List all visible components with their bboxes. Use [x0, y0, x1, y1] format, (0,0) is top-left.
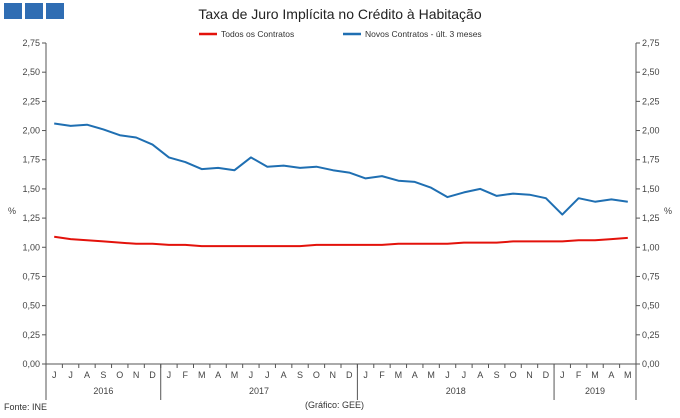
- y-tick-label-right: 0,50: [642, 301, 660, 311]
- chart-credit: (Gráfico: GEE): [305, 400, 365, 410]
- month-label: M: [395, 370, 403, 380]
- logo-block: [4, 3, 22, 19]
- month-label: O: [313, 370, 320, 380]
- y-tick-label-right: 2,75: [642, 38, 660, 48]
- month-label: F: [379, 370, 385, 380]
- y-tick-label-right: 1,00: [642, 242, 660, 252]
- month-label: O: [116, 370, 123, 380]
- month-label: J: [52, 370, 57, 380]
- month-label: N: [330, 370, 337, 380]
- chart-title: Taxa de Juro Implícita no Crédito à Habi…: [198, 6, 482, 22]
- y-tick-label-right: 0,25: [642, 330, 660, 340]
- y-tick-label-right: 2,50: [642, 67, 660, 77]
- year-label: 2016: [93, 386, 113, 396]
- year-label: 2019: [585, 386, 605, 396]
- y-tick-label-left: 0,25: [22, 330, 40, 340]
- y-tick-label-right: 1,75: [642, 155, 660, 165]
- year-label: 2017: [249, 386, 269, 396]
- month-label: J: [462, 370, 467, 380]
- y-tick-label-left: 1,75: [22, 155, 40, 165]
- month-label: A: [412, 370, 418, 380]
- month-label: S: [100, 370, 106, 380]
- y-axis-label-right: %: [664, 206, 672, 216]
- source-note: Fonte: INE: [4, 402, 48, 412]
- month-label: S: [494, 370, 500, 380]
- y-tick-label-left: 2,75: [22, 38, 40, 48]
- y-tick-label-right: 1,25: [642, 213, 660, 223]
- y-tick-label-right: 0,75: [642, 271, 660, 281]
- month-label: M: [231, 370, 239, 380]
- month-label: J: [560, 370, 565, 380]
- month-label: A: [84, 370, 90, 380]
- month-label: A: [477, 370, 483, 380]
- y-tick-label-right: 2,25: [642, 96, 660, 106]
- y-tick-label-left: 2,00: [22, 126, 40, 136]
- series-line-novos-contratos: [54, 122, 628, 216]
- month-label: J: [265, 370, 270, 380]
- month-label: J: [363, 370, 368, 380]
- y-tick-label-left: 1,00: [22, 242, 40, 252]
- month-label: M: [427, 370, 435, 380]
- month-label: N: [133, 370, 140, 380]
- y-tick-label-right: 0,00: [642, 359, 660, 369]
- year-label: 2018: [446, 386, 466, 396]
- month-label: J: [167, 370, 172, 380]
- y-tick-label-right: 1,50: [642, 184, 660, 194]
- month-label: F: [183, 370, 189, 380]
- y-tick-label-right: 2,00: [642, 126, 660, 136]
- month-label: O: [510, 370, 517, 380]
- y-tick-label-left: 2,50: [22, 67, 40, 77]
- series-line-todos-contratos: [54, 235, 628, 248]
- legend-label-todos-contratos: Todos os Contratos: [221, 29, 294, 39]
- y-tick-label-left: 0,75: [22, 271, 40, 281]
- y-tick-label-left: 0,50: [22, 301, 40, 311]
- legend-label-novos-contratos: Novos Contratos - últ. 3 meses: [365, 29, 482, 39]
- month-label: D: [149, 370, 156, 380]
- month-label: M: [624, 370, 632, 380]
- y-tick-label-left: 2,25: [22, 96, 40, 106]
- y-tick-label-left: 0,00: [22, 359, 40, 369]
- month-label: J: [445, 370, 450, 380]
- y-tick-label-left: 1,25: [22, 213, 40, 223]
- y-tick-label-left: 1,50: [22, 184, 40, 194]
- logo-block: [46, 3, 64, 19]
- month-label: A: [281, 370, 287, 380]
- month-label: A: [608, 370, 614, 380]
- month-label: D: [543, 370, 550, 380]
- logo-block: [25, 3, 43, 19]
- month-label: M: [591, 370, 599, 380]
- month-label: N: [526, 370, 533, 380]
- month-label: F: [576, 370, 582, 380]
- logo: [4, 3, 64, 19]
- month-label: J: [249, 370, 254, 380]
- month-label: S: [297, 370, 303, 380]
- month-label: A: [215, 370, 221, 380]
- y-axis-label-left: %: [8, 206, 16, 216]
- month-label: M: [198, 370, 206, 380]
- month-label: D: [346, 370, 353, 380]
- month-label: J: [68, 370, 73, 380]
